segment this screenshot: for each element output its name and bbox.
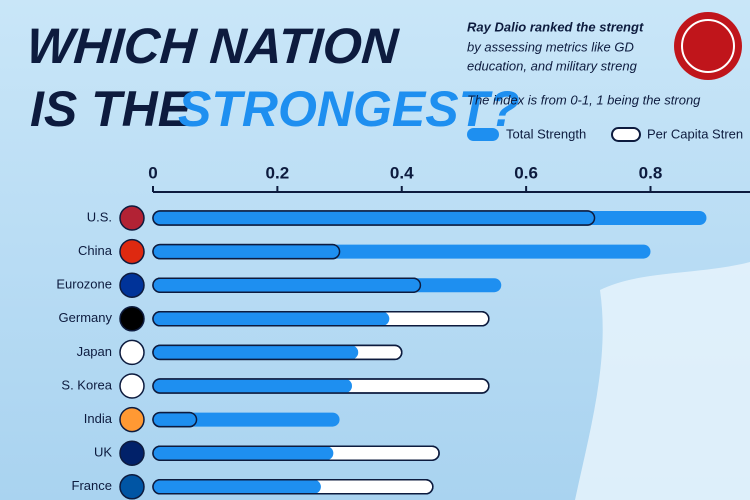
title: WHICH NATION (25, 18, 401, 74)
title-highlight: STRONGEST? (178, 81, 520, 137)
per-capita-outline (152, 311, 490, 327)
total-bar (153, 311, 390, 326)
y-tick-label: UK (94, 445, 112, 460)
note: The index is from 0-1, 1 being the stron… (467, 92, 701, 107)
description: Ray Dalio ranked the strengt (467, 19, 644, 34)
total-bar (153, 479, 321, 494)
total-bar (153, 244, 651, 259)
flag-icon (119, 373, 145, 399)
y-tick-label: Japan (77, 344, 112, 359)
total-bar (153, 379, 352, 393)
legend-label: Per Capita Stren (647, 126, 743, 141)
x-tick-label: 0 (148, 163, 157, 182)
description: education, and military streng (467, 58, 638, 73)
description: by assessing metrics like GD (467, 39, 634, 54)
flag-icon (119, 474, 145, 500)
flag-icon (119, 440, 145, 466)
y-tick-label: France (72, 478, 112, 493)
flag-icon (119, 205, 145, 231)
total-bar (153, 446, 334, 461)
watermark (674, 12, 742, 80)
y-tick-label: Eurozone (56, 277, 112, 292)
y-tick-label: S. Korea (61, 377, 112, 392)
flag-icon (119, 238, 145, 265)
flag-cloth (575, 262, 750, 500)
total-bar (153, 211, 707, 225)
flag-icon (119, 339, 145, 366)
per-capita-outline (152, 445, 440, 461)
per-capita-outline (152, 479, 434, 495)
total-bar (153, 278, 502, 293)
total-bar (153, 412, 340, 427)
y-tick-label: Germany (59, 310, 113, 325)
x-tick-label: 0.2 (266, 163, 290, 182)
y-tick-label: China (78, 243, 113, 258)
title: IS THE (30, 81, 193, 137)
x-tick-label: 0.6 (514, 163, 538, 182)
per-capita-outline (152, 277, 422, 293)
legend-swatch (467, 128, 499, 141)
legend-label: Total Strength (506, 126, 586, 141)
per-capita-outline (152, 378, 490, 394)
flag-icon (119, 406, 145, 433)
legend-swatch (611, 127, 641, 142)
flag-icon (119, 306, 145, 332)
y-tick-label: India (84, 411, 113, 426)
per-capita-outline (152, 210, 596, 226)
flag-icon (119, 272, 145, 298)
per-capita-outline (152, 411, 198, 428)
per-capita-outline (152, 344, 403, 361)
y-tick-label: U.S. (87, 209, 112, 224)
total-bar (153, 345, 359, 360)
x-tick-label: 0.4 (390, 163, 414, 182)
per-capita-outline (152, 243, 341, 260)
x-tick-label: 0.8 (639, 163, 663, 182)
